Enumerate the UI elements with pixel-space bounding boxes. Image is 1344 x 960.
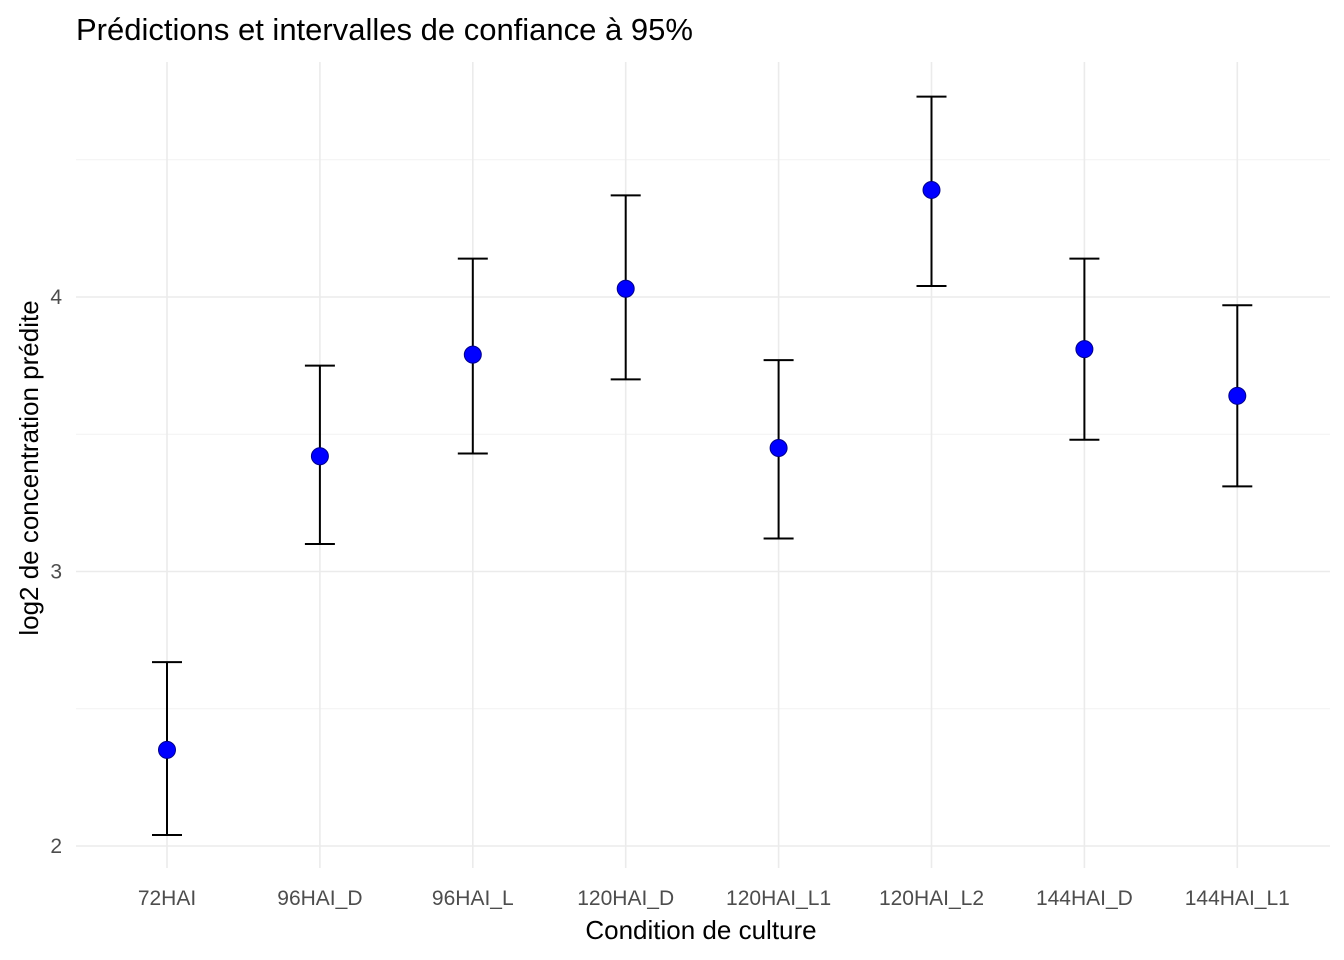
plot-marks — [152, 95, 1253, 837]
x-axis-label: Condition de culture — [585, 915, 816, 945]
data-point — [310, 447, 329, 466]
data-point — [922, 180, 941, 199]
x-tick-label: 120HAI_L1 — [726, 887, 831, 910]
x-tick-label: 96HAI_D — [277, 887, 362, 910]
x-tick-label: 96HAI_L — [432, 887, 514, 910]
x-axis-ticks: 72HAI 96HAI_D 96HAI_L 120HAI_D 120HAI_L1 120H… — [138, 887, 1290, 910]
y-axis-ticks: 2 3 4 — [50, 286, 62, 858]
data-point — [1075, 340, 1094, 359]
y-tick-label: 3 — [50, 561, 62, 584]
data-point — [158, 740, 176, 759]
y-axis-label: log2 de concentration prédite — [14, 300, 44, 635]
x-tick-label: 120HAI_D — [577, 887, 674, 910]
y-tick-label: 4 — [50, 286, 62, 309]
x-tick-label: 144HAI_D — [1036, 887, 1133, 910]
data-point — [769, 438, 788, 457]
chart-title: Prédictions et intervalles de confiance … — [76, 12, 693, 47]
y-tick-label: 2 — [50, 835, 62, 858]
data-point — [463, 345, 482, 364]
x-tick-label: 144HAI_L1 — [1185, 887, 1290, 910]
x-tick-label: 72HAI — [138, 887, 196, 910]
x-tick-label: 120HAI_L2 — [879, 887, 984, 910]
data-point — [616, 279, 635, 298]
grid — [76, 62, 1330, 868]
data-point — [1228, 386, 1247, 405]
